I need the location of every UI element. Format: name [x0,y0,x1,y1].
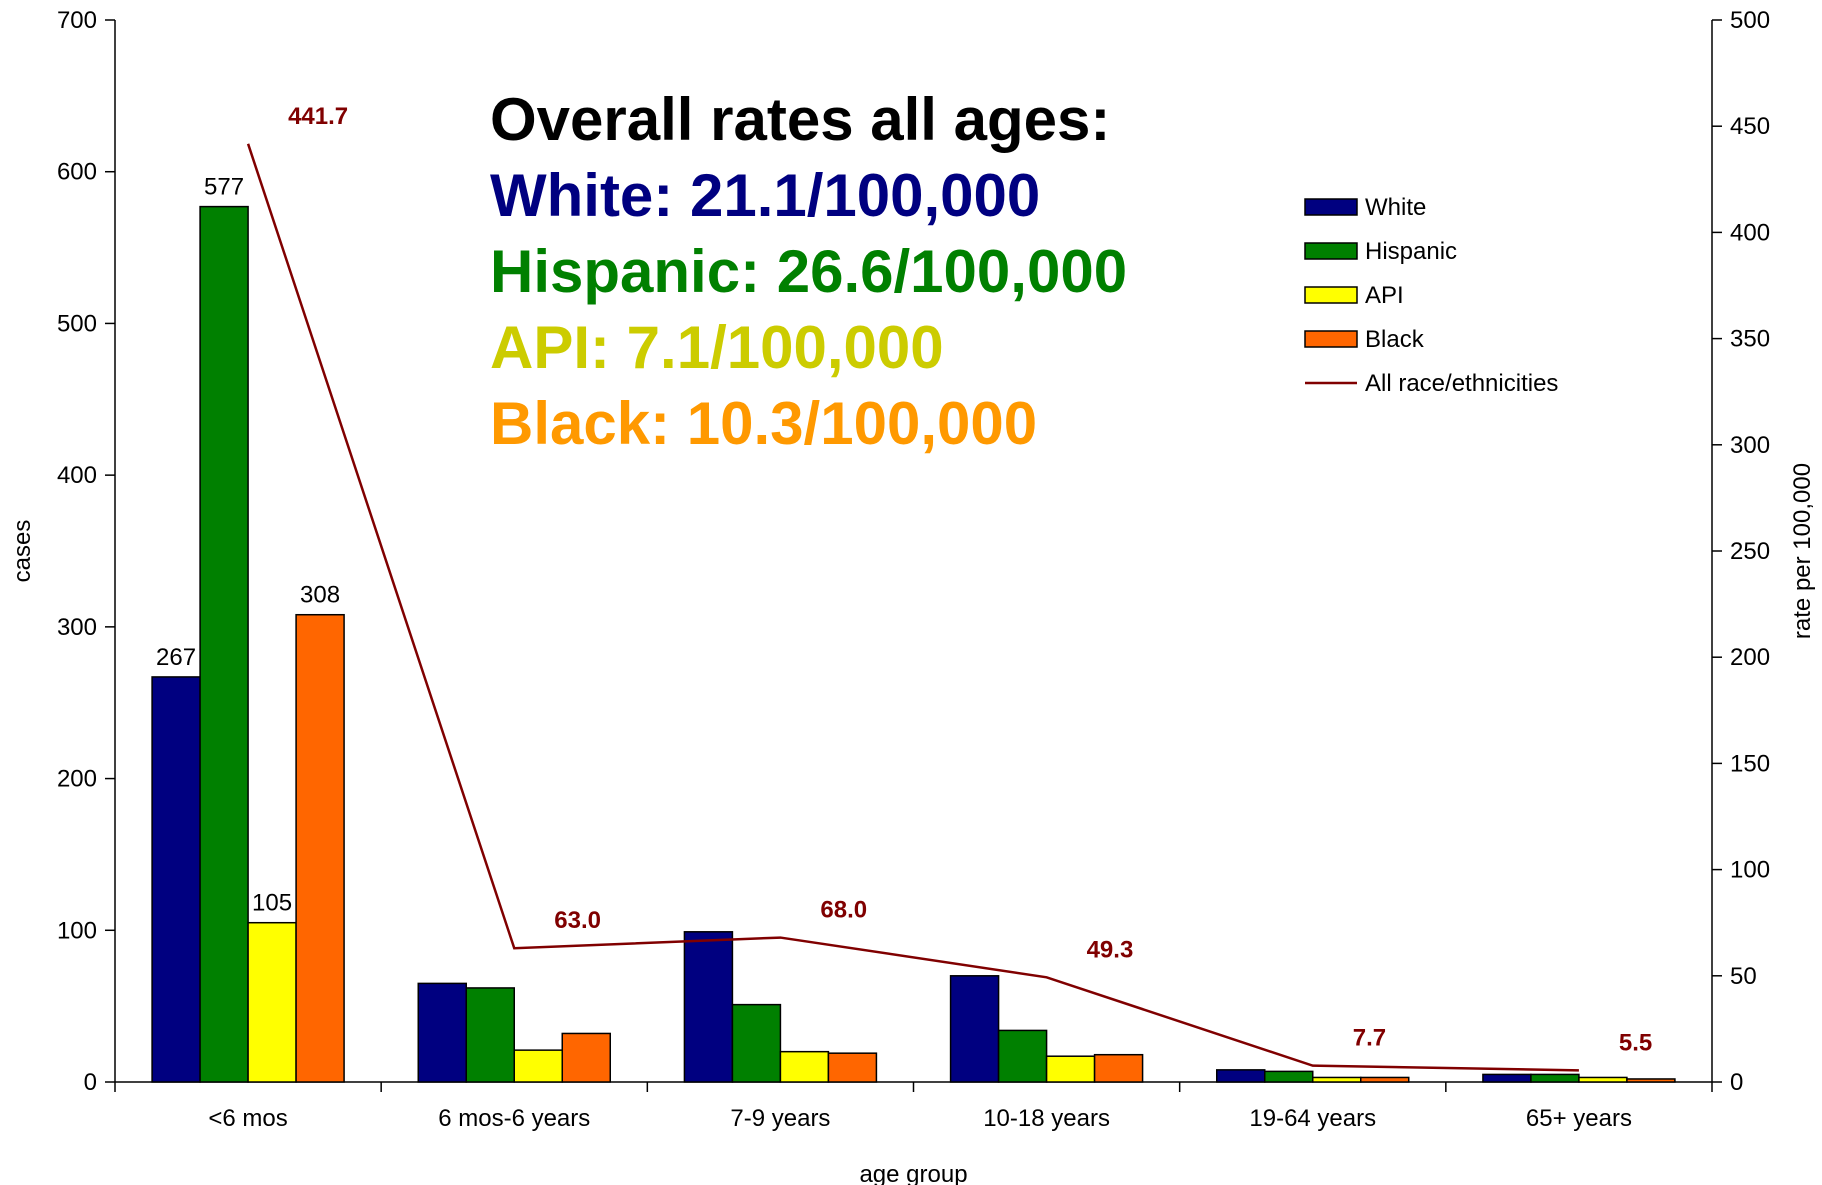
rate-data-label: 5.5 [1619,1029,1652,1056]
bar-black [1626,1078,1676,1083]
x-axis-title: age group [859,1161,967,1185]
annotation-line: Overall rates all ages: [490,86,1110,153]
rate-line-group [246,143,1579,1072]
y-tick-label: 600 [57,159,97,186]
legend-swatch-white [1304,198,1358,216]
legend-label: All race/ethnicities [1365,370,1558,397]
bar-data-label: 308 [300,582,340,609]
bars-group [151,205,1676,1083]
annotation-line: White: 21.1/100,000 [490,162,1040,229]
bar-black [561,1032,611,1083]
bar-hispanic [997,1029,1048,1083]
y-tick-label: 200 [57,766,97,793]
x-tick-label: 6 mos-6 years [438,1105,590,1132]
rate-data-label: 63.0 [554,907,601,934]
y-tick-label: 0 [84,1069,97,1096]
y-tick-label: 700 [57,7,97,34]
y2-tick-label: 100 [1730,857,1770,884]
bar-white [1482,1073,1532,1083]
rate-data-label: 68.0 [820,897,867,924]
y2-tick-label: 400 [1730,219,1770,246]
bar-data-label: 105 [252,890,292,917]
bar-api [247,921,297,1083]
legend-swatch-api [1304,286,1358,304]
legend-label: Black [1365,326,1425,353]
bar-black [295,613,345,1083]
bar-data-label: 577 [204,174,244,201]
y2-tick-label: 50 [1730,963,1757,990]
y2-axis-title: rate per 100,000 [1789,463,1816,639]
legend: White Hispanic API Black All race/ethnicitie… [1304,194,1558,397]
rate-data-label: 7.7 [1353,1025,1386,1052]
annotation-line: Hispanic: 26.6/100,000 [490,238,1127,305]
bar-hispanic [1530,1073,1580,1083]
y2-tick-label: 200 [1730,644,1770,671]
rate-data-label: 441.7 [288,103,348,130]
x-tick-label: 19-64 years [1249,1105,1376,1132]
legend-label: API [1365,282,1404,309]
bar-api [779,1050,830,1083]
y2-tick-label: 500 [1730,7,1770,34]
bar-api [1578,1076,1628,1083]
bar-api [1045,1055,1096,1083]
x-tick-label: 65+ years [1526,1105,1632,1132]
y-tick-label: 400 [57,462,97,489]
x-tick-label: 10-18 years [983,1105,1110,1132]
y-axis-title: cases [9,520,36,583]
bar-hispanic [731,1003,782,1083]
y2-tick-label: 350 [1730,326,1770,353]
bar-data-label: 267 [156,644,196,671]
y-tick-label: 300 [57,614,97,641]
x-tick-label: <6 mos [208,1105,287,1132]
bar-white [1216,1069,1266,1083]
y2-tick-label: 250 [1730,538,1770,565]
y-tick-label: 500 [57,310,97,337]
bar-white [151,676,201,1083]
bar-hispanic [1264,1070,1314,1083]
annotation-line: Black: 10.3/100,000 [490,390,1037,457]
bar-api [513,1049,563,1083]
y2-tick-label: 450 [1730,113,1770,140]
rate-line [246,143,1579,1072]
y-tick-label: 100 [57,917,97,944]
legend-swatch-black [1304,330,1358,348]
bar-white [949,975,1000,1083]
bar-black [827,1052,878,1083]
labels-group: 267 577 105 308 441.7 63.0 68.0 49.3 7.7 5.5 [156,103,1652,1056]
bar-hispanic [465,987,515,1083]
bar-api [1312,1076,1362,1083]
legend-label: Hispanic [1365,238,1457,265]
bar-hispanic [199,205,249,1083]
y2-tick-label: 0 [1730,1069,1743,1096]
bar-black [1093,1053,1144,1083]
bar-black [1360,1076,1410,1083]
bar-white [683,931,734,1083]
x-tick-label: 7-9 years [730,1105,830,1132]
bar-white [417,982,467,1083]
legend-label: White [1365,194,1426,221]
annotation-block: Overall rates all ages: White: 21.1/100,0… [490,86,1127,457]
legend-swatch-hispanic [1304,242,1358,260]
annotation-line: API: 7.1/100,000 [490,314,944,381]
axes-group: 0 100 200 300 400 500 600 700 0 50 100 150 200 250 300… [9,7,1816,1185]
y2-tick-label: 300 [1730,432,1770,459]
rate-data-label: 49.3 [1087,936,1134,963]
y2-tick-label: 150 [1730,750,1770,777]
